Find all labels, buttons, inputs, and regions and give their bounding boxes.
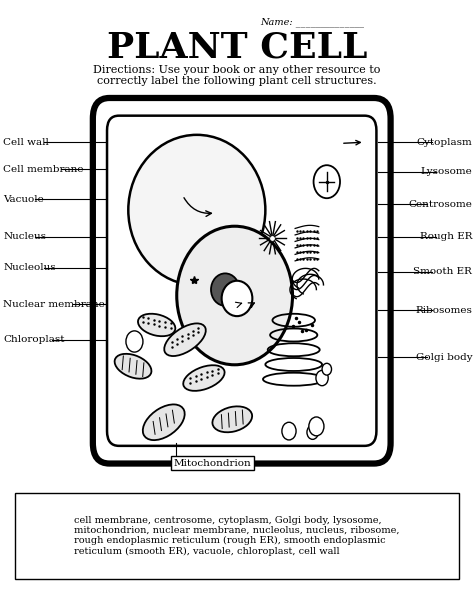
- Text: Cell wall: Cell wall: [3, 138, 49, 147]
- Ellipse shape: [138, 314, 175, 336]
- Text: Nuclear membrane: Nuclear membrane: [3, 300, 105, 309]
- Text: PLANT CELL: PLANT CELL: [107, 31, 367, 65]
- Text: cell membrane, centrosome, cytoplasm, Golgi body, lysosome,
mitochondrion, nucle: cell membrane, centrosome, cytoplasm, Go…: [74, 515, 400, 556]
- Circle shape: [307, 425, 318, 439]
- Text: Mitochondrion: Mitochondrion: [173, 459, 251, 468]
- Text: Cytoplasm: Cytoplasm: [417, 138, 473, 147]
- Text: Ribosomes: Ribosomes: [416, 306, 473, 315]
- Ellipse shape: [177, 226, 292, 365]
- Ellipse shape: [143, 404, 185, 440]
- Ellipse shape: [128, 135, 265, 285]
- Text: Chloroplast: Chloroplast: [3, 335, 64, 344]
- Ellipse shape: [183, 365, 225, 391]
- Text: Vacuole: Vacuole: [3, 195, 44, 204]
- Circle shape: [314, 165, 340, 198]
- Circle shape: [282, 422, 296, 440]
- Ellipse shape: [222, 281, 252, 316]
- Ellipse shape: [115, 354, 151, 379]
- Circle shape: [322, 363, 331, 375]
- FancyBboxPatch shape: [15, 493, 459, 579]
- Ellipse shape: [212, 407, 252, 432]
- Ellipse shape: [164, 323, 206, 356]
- Text: Smooth ER: Smooth ER: [413, 267, 473, 277]
- FancyBboxPatch shape: [93, 98, 391, 463]
- Text: Golgi body: Golgi body: [416, 353, 473, 362]
- Text: Nucleolus: Nucleolus: [3, 263, 55, 272]
- Text: Nucleus: Nucleus: [3, 232, 46, 241]
- Text: Name: ______________: Name: ______________: [261, 18, 365, 27]
- Text: Cell membrane: Cell membrane: [3, 165, 83, 174]
- Circle shape: [126, 331, 143, 352]
- Circle shape: [316, 371, 328, 386]
- Text: Rough ER: Rough ER: [420, 232, 473, 241]
- Text: Directions: Use your book or any other resource to
correctly label the following: Directions: Use your book or any other r…: [93, 65, 381, 86]
- Text: Centrosome: Centrosome: [409, 200, 473, 209]
- Text: Lysosome: Lysosome: [420, 167, 473, 176]
- Circle shape: [309, 417, 324, 436]
- Ellipse shape: [211, 274, 239, 306]
